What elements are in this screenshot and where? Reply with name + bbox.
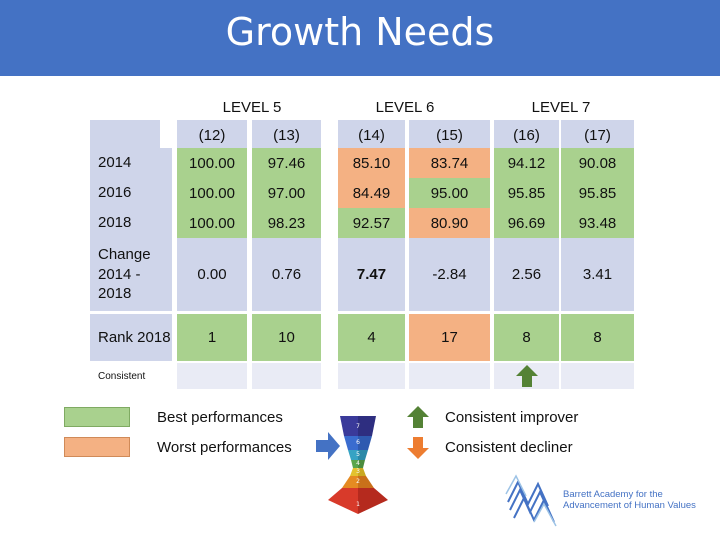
page-title: Growth Needs <box>225 10 495 54</box>
table-cell <box>252 363 321 389</box>
down-arrow-icon <box>407 437 429 459</box>
table-cell: 95.85 <box>494 178 559 208</box>
table-cell: 100.00 <box>177 148 247 178</box>
pyramid-level-label: 4 <box>356 460 360 467</box>
table-cell: 92.57 <box>338 208 405 238</box>
worst-legend-swatch <box>64 437 130 457</box>
table-cell: 8 <box>561 314 634 361</box>
table-cell: 80.90 <box>409 208 490 238</box>
table-cell: 93.48 <box>561 208 634 238</box>
column-header: (16) <box>494 120 559 150</box>
table-cell: 4 <box>338 314 405 361</box>
best-legend-label: Best performances <box>157 409 283 426</box>
table-cell: 0.00 <box>177 238 247 311</box>
barrett-logo <box>505 474 557 527</box>
column-header: (14) <box>338 120 405 150</box>
up-arrow-icon <box>515 365 538 387</box>
level-header: LEVEL 6 <box>375 99 435 116</box>
column-header: (12) <box>177 120 247 150</box>
table-cell: 0.76 <box>252 238 321 311</box>
title-banner: Growth Needs <box>0 0 720 76</box>
logo-line-2: Advancement of Human Values <box>563 500 696 511</box>
pointer-arrow-icon <box>316 432 340 460</box>
table-cell <box>338 363 405 389</box>
logo-text: Barrett Academy for the Advancement of H… <box>563 489 696 511</box>
table-cell: 100.00 <box>177 208 247 238</box>
table-cell: 17 <box>409 314 490 361</box>
table-cell: 96.69 <box>494 208 559 238</box>
logo-line-1: Barrett Academy for the <box>563 489 663 500</box>
up-arrow-icon <box>407 406 429 428</box>
column-header: (15) <box>409 120 490 150</box>
row-label: 2014 <box>90 148 172 178</box>
worst-legend-label: Worst performances <box>157 439 292 456</box>
table-cell: 97.00 <box>252 178 321 208</box>
row-label: 2018 <box>90 208 172 238</box>
pyramid-level-label: 1 <box>356 501 360 508</box>
table-header-corner <box>90 120 160 150</box>
table-cell: 95.85 <box>561 178 634 208</box>
table-cell: 94.12 <box>494 148 559 178</box>
table-cell: 7.47 <box>338 238 405 311</box>
table-cell: 3.41 <box>561 238 634 311</box>
table-cell: 90.08 <box>561 148 634 178</box>
table-cell: 85.10 <box>338 148 405 178</box>
table-cell: 83.74 <box>409 148 490 178</box>
column-header: (17) <box>561 120 634 150</box>
pyramid-level-label: 2 <box>356 478 360 485</box>
table-cell: 84.49 <box>338 178 405 208</box>
pyramid-level-label: 6 <box>356 439 360 446</box>
table-cell <box>177 363 247 389</box>
level-header: LEVEL 7 <box>531 99 591 116</box>
table-cell: 2.56 <box>494 238 559 311</box>
improver-legend-label: Consistent improver <box>445 409 579 426</box>
table-cell <box>409 363 490 389</box>
table-cell: 1 <box>177 314 247 361</box>
row-label: Rank 2018 <box>90 314 172 361</box>
table-cell: -2.84 <box>409 238 490 311</box>
table-cell: 95.00 <box>409 178 490 208</box>
table-cell <box>561 363 634 389</box>
pyramid-level-label: 7 <box>356 423 360 430</box>
consistent-improver-cell <box>494 363 559 389</box>
pyramid-level-label: 3 <box>356 468 360 475</box>
row-label: Consistent <box>90 363 172 389</box>
table-cell: 10 <box>252 314 321 361</box>
best-legend-swatch <box>64 407 130 427</box>
row-label: Change 2014 - 2018 <box>90 238 172 311</box>
table-cell: 8 <box>494 314 559 361</box>
level-header: LEVEL 5 <box>222 99 282 116</box>
values-pyramid-icon: 7 6 5 43 2 1 <box>328 416 388 514</box>
table-cell: 97.46 <box>252 148 321 178</box>
table-cell: 100.00 <box>177 178 247 208</box>
row-label: 2016 <box>90 178 172 208</box>
pyramid-level-label: 5 <box>356 451 360 458</box>
column-header: (13) <box>252 120 321 150</box>
decliner-legend-label: Consistent decliner <box>445 439 573 456</box>
table-cell: 98.23 <box>252 208 321 238</box>
